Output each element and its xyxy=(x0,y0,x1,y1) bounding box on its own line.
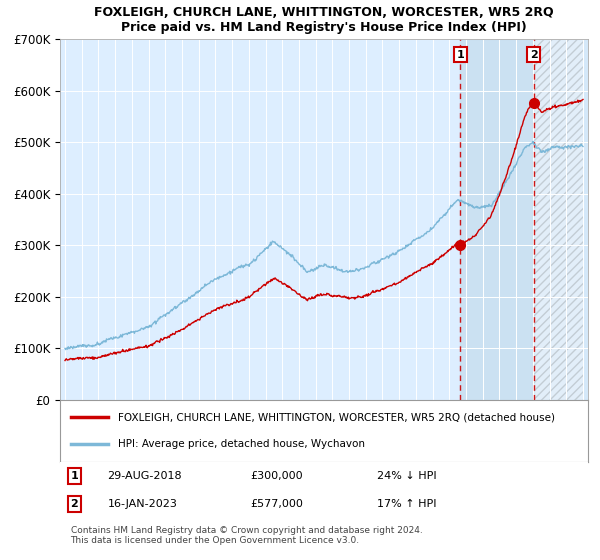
Text: 17% ↑ HPI: 17% ↑ HPI xyxy=(377,499,436,509)
Title: FOXLEIGH, CHURCH LANE, WHITTINGTON, WORCESTER, WR5 2RQ
Price paid vs. HM Land Re: FOXLEIGH, CHURCH LANE, WHITTINGTON, WORC… xyxy=(94,6,554,34)
Bar xyxy=(533,39,583,400)
Text: £577,000: £577,000 xyxy=(250,499,303,509)
Text: Contains HM Land Registry data © Crown copyright and database right 2024.
This d: Contains HM Land Registry data © Crown c… xyxy=(71,525,422,545)
Text: 1: 1 xyxy=(457,50,464,60)
Text: 2: 2 xyxy=(530,50,538,60)
Text: 24% ↓ HPI: 24% ↓ HPI xyxy=(377,471,436,481)
Text: 29-AUG-2018: 29-AUG-2018 xyxy=(107,471,182,481)
Text: 2: 2 xyxy=(71,499,79,509)
Bar xyxy=(533,39,592,400)
Bar xyxy=(460,39,533,400)
Text: 16-JAN-2023: 16-JAN-2023 xyxy=(107,499,178,509)
Text: 1: 1 xyxy=(71,471,79,481)
Text: FOXLEIGH, CHURCH LANE, WHITTINGTON, WORCESTER, WR5 2RQ (detached house): FOXLEIGH, CHURCH LANE, WHITTINGTON, WORC… xyxy=(118,412,555,422)
Text: HPI: Average price, detached house, Wychavon: HPI: Average price, detached house, Wych… xyxy=(118,440,365,449)
Text: £300,000: £300,000 xyxy=(250,471,303,481)
